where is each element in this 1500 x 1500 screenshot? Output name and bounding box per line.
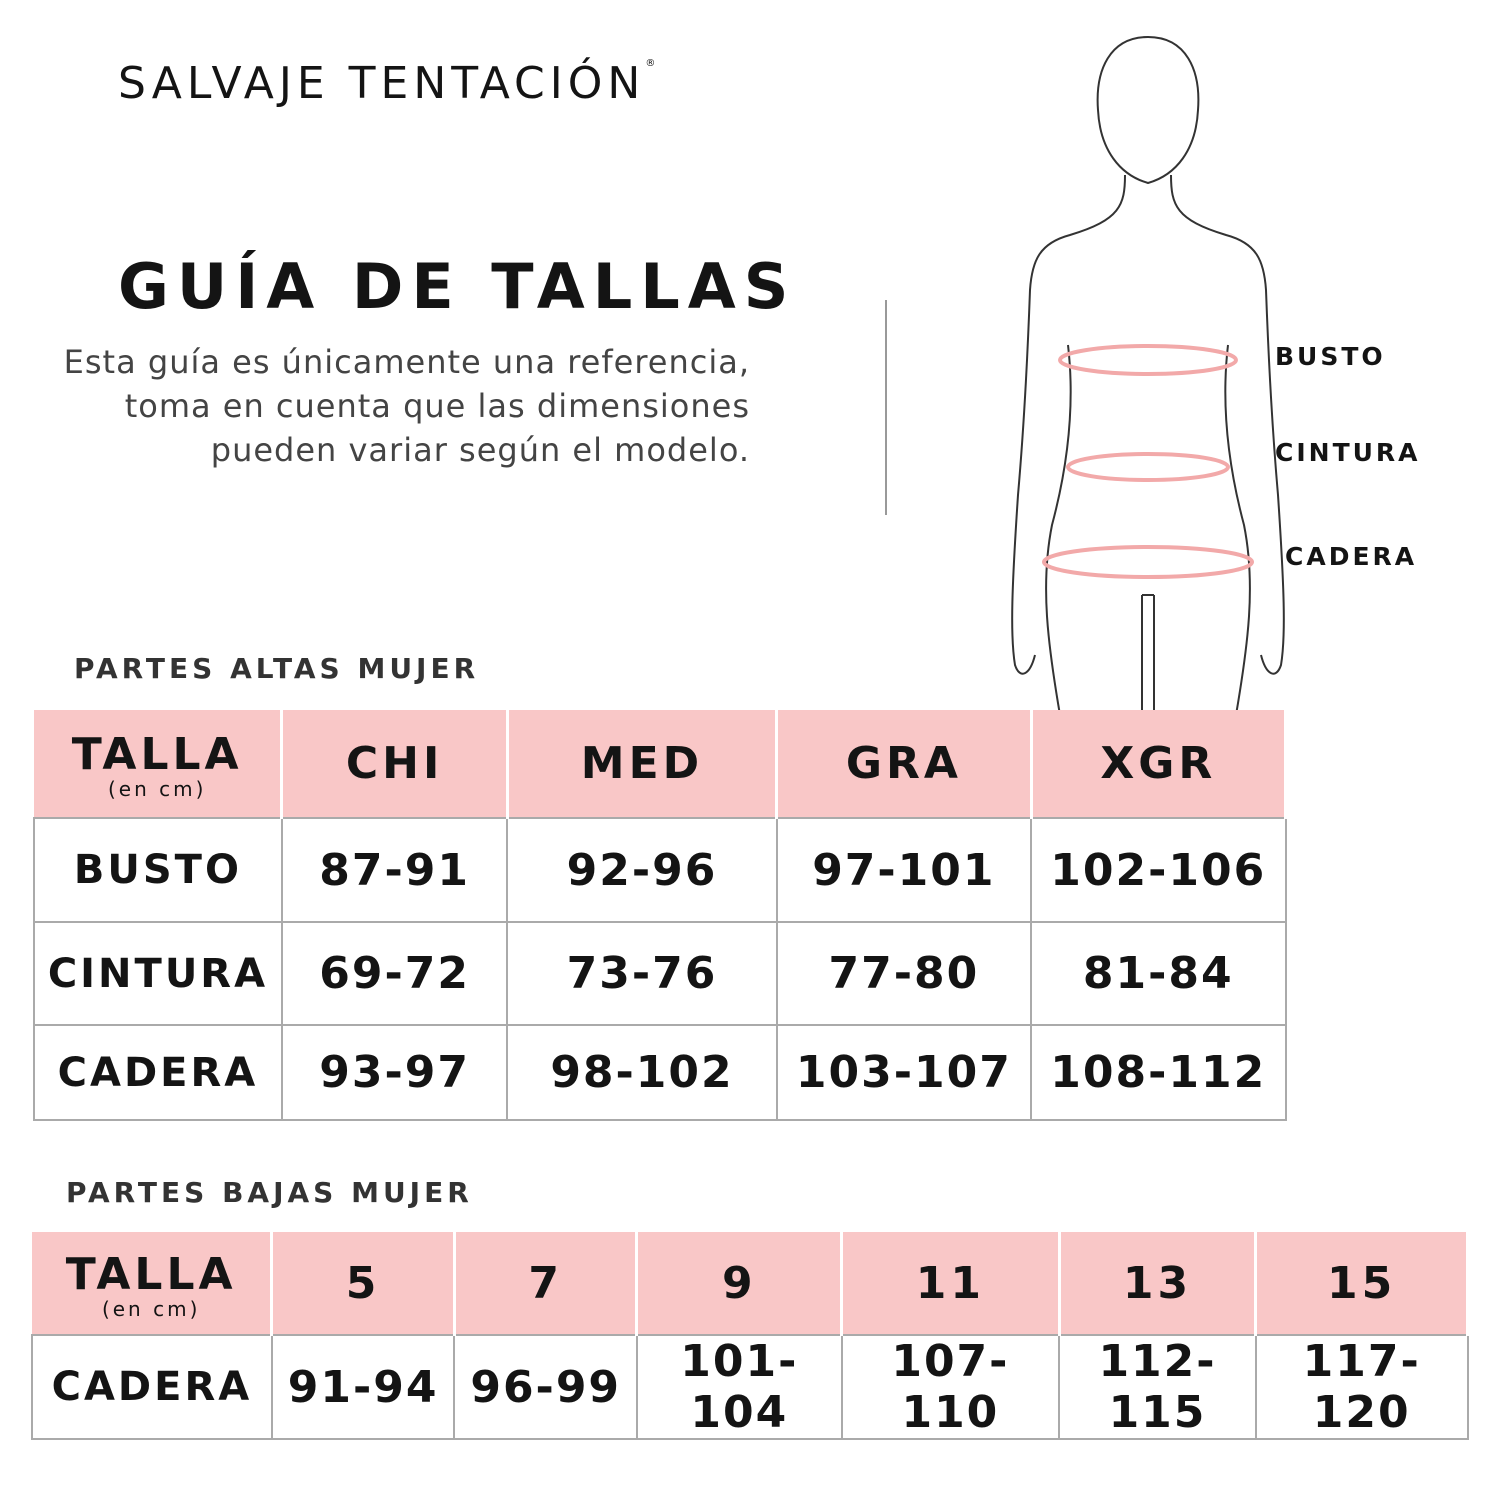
table-cell: 102-106 [1030, 817, 1287, 923]
talla-label: TALLA [71, 729, 243, 780]
table-cell: 98-102 [506, 1024, 778, 1121]
size-header: 5 [270, 1232, 456, 1335]
table-row: CADERA 91-94 96-99 101-104 107-110 112-1… [31, 1334, 1469, 1440]
size-header: CHI [280, 710, 509, 818]
size-header: MED [505, 710, 779, 818]
upper-section-title: PARTES ALTAS MUJER [74, 652, 480, 685]
unit-label: (en cm) [107, 777, 207, 801]
row-label: BUSTO [33, 817, 283, 923]
brand-name: SALVAJE TENTACIÓN [118, 58, 646, 109]
table-header-row: TALLA (en cm) CHI MED GRA XGR [34, 710, 1288, 818]
table-cell: 73-76 [506, 921, 778, 1026]
table-cell: 93-97 [280, 1024, 509, 1121]
brand-logo: SALVAJE TENTACIÓN® [118, 58, 655, 109]
table-row: CADERA 93-97 98-102 103-107 108-112 [33, 1024, 1287, 1121]
header-talla: TALLA (en cm) [34, 710, 284, 818]
table-cell: 117-120 [1254, 1334, 1469, 1440]
table-row: CINTURA 69-72 73-76 77-80 81-84 [33, 921, 1287, 1026]
row-label: CINTURA [33, 921, 283, 1026]
table-cell: 112-115 [1058, 1334, 1257, 1440]
row-label: CADERA [33, 1024, 283, 1121]
size-header: 9 [635, 1232, 844, 1335]
table-cell: 77-80 [775, 921, 1033, 1026]
header-talla: TALLA (en cm) [32, 1232, 274, 1335]
upper-size-table: TALLA (en cm) CHI MED GRA XGR BUSTO 87-91… [33, 710, 1288, 1121]
unit-label: (en cm) [101, 1296, 201, 1321]
table-cell: 97-101 [775, 817, 1033, 923]
table-cell: 69-72 [280, 921, 509, 1026]
body-figure-illustration [1011, 35, 1285, 715]
lower-section-title: PARTES BAJAS MUJER [66, 1176, 473, 1209]
figure-label-busto: BUSTO [1275, 342, 1386, 371]
size-header: 13 [1057, 1232, 1258, 1335]
size-header: GRA [775, 710, 1033, 818]
page-title: GUÍA DE TALLAS [118, 250, 797, 323]
table-row: BUSTO 87-91 92-96 97-101 102-106 [33, 817, 1287, 923]
table-cell: 108-112 [1030, 1024, 1287, 1121]
table-header-row: TALLA (en cm) 5 7 9 11 13 15 [32, 1232, 1469, 1335]
figure-label-cadera: CADERA [1285, 542, 1418, 571]
divider [885, 300, 887, 515]
size-header: 15 [1254, 1232, 1469, 1335]
size-header: XGR [1029, 710, 1288, 818]
talla-label: TALLA [65, 1248, 237, 1300]
lower-size-table: TALLA (en cm) 5 7 9 11 13 15 CADERA 91-94… [31, 1232, 1469, 1440]
size-header: 7 [452, 1232, 639, 1335]
table-cell: 107-110 [840, 1334, 1061, 1440]
row-label: CADERA [31, 1334, 273, 1440]
table-cell: 96-99 [453, 1334, 638, 1440]
table-cell: 101-104 [635, 1334, 843, 1440]
figure-label-cintura: CINTURA [1275, 438, 1421, 467]
registered-mark: ® [645, 58, 656, 69]
table-cell: 81-84 [1030, 921, 1287, 1026]
table-cell: 92-96 [506, 817, 778, 923]
table-cell: 103-107 [775, 1024, 1033, 1121]
table-cell: 87-91 [280, 817, 509, 923]
size-header: 11 [840, 1232, 1061, 1335]
description: Esta guía es únicamente una referencia, … [63, 343, 750, 469]
table-cell: 91-94 [270, 1334, 456, 1440]
